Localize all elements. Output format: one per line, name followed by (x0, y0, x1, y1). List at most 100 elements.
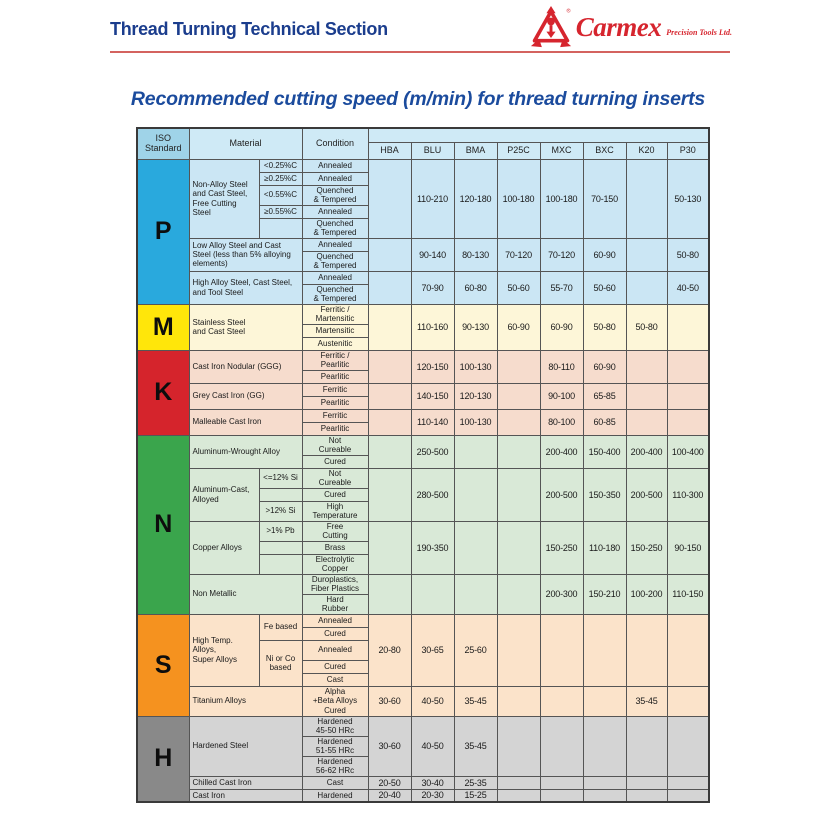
speed-value-cell (666, 775, 710, 790)
condition-cell: Pearlitic (301, 421, 369, 436)
speed-value-cell (410, 573, 455, 615)
condition-cell: Ferritic / Martensitic (301, 303, 369, 325)
speed-value-cell (625, 382, 668, 410)
condition-cell: Austenitic (301, 336, 369, 351)
speed-value-cell: 15-25 (453, 788, 498, 803)
condition-cell: Hardened (301, 788, 369, 803)
material-cell: High Alloy Steel, Cast Steel, and Tool S… (188, 270, 303, 305)
speed-value-cell: 60-90 (582, 349, 627, 384)
table-container: ISO Standard Material Condition HBA BLU … (136, 127, 710, 803)
sub-material-cell (258, 553, 303, 575)
speed-value-cell (625, 715, 668, 777)
speed-value-cell (666, 382, 710, 410)
table-row: Cast Iron Hardened 20-40 20-30 15-25 (137, 788, 710, 803)
condition-cell: Annealed (301, 204, 369, 219)
speed-value-cell: 80-130 (453, 237, 498, 272)
table-row: Titanium Alloys Alpha +Beta Alloys Cured 3… (137, 685, 710, 717)
svg-text:®: ® (566, 7, 570, 14)
grade-column-header: BXC (582, 141, 627, 160)
condition-cell: Annealed (301, 639, 369, 661)
speed-value-cell: 20-30 (410, 788, 455, 803)
speed-value-cell: 110-180 (582, 520, 627, 575)
material-cell: Non-Alloy Steel and Cast Steel, Free Cut… (188, 158, 260, 239)
material-cell: Aluminum-Cast, Alloyed (188, 467, 260, 522)
speed-value-cell (496, 408, 541, 436)
speed-value-cell (367, 467, 412, 522)
grade-column-header: P30 (666, 141, 710, 160)
condition-cell: Quenched & Tempered (301, 217, 369, 239)
speed-value-cell: 50-80 (625, 303, 668, 351)
sub-material-cell: <0.55%C (258, 184, 303, 206)
iso-letter-cell: N (136, 434, 190, 615)
condition-cell: Cast (301, 775, 369, 790)
table-row: M Stainless Steel and Cast Steel Ferritic … (136, 303, 710, 351)
speed-value-cell: 70-120 (539, 237, 584, 272)
table-header: ISO Standard Material Condition HBA BLU … (136, 127, 710, 160)
insert-grade-header-band (367, 127, 710, 143)
speed-value-cell: 110-160 (410, 303, 455, 351)
speed-value-cell (625, 349, 668, 384)
material-cell: Copper Alloys (188, 520, 260, 575)
brand-name: Carmex (575, 11, 662, 42)
condition-cell: Annealed (301, 171, 369, 186)
speed-value-cell (453, 573, 498, 615)
grade-column-header: K20 (625, 141, 668, 160)
speed-value-cell (539, 788, 584, 803)
speed-value-cell: 110-150 (666, 573, 710, 615)
speed-value-cell (496, 715, 541, 777)
speed-value-cell: 110-300 (666, 467, 710, 522)
page-title: Recommended cutting speed (m/min) for th… (130, 88, 706, 110)
sub-material-cell: Fe based (258, 613, 303, 641)
sub-material-cell (258, 487, 303, 502)
table-row: S High Temp. Alloys, Super Alloys Fe based… (136, 613, 710, 717)
condition-cell: Brass (301, 540, 369, 555)
condition-cell: Not Cureable (301, 434, 369, 456)
speed-value-cell: 30-60 (367, 685, 412, 717)
speed-value-cell: 200-400 (625, 434, 668, 469)
speed-value-cell (582, 613, 627, 687)
brand-tagline: Precision Tools Ltd. (666, 27, 732, 37)
speed-value-cell (539, 613, 584, 687)
cutting-speed-table: ISO Standard Material Condition HBA BLU … (136, 127, 710, 803)
speed-value-cell: 150-210 (582, 573, 627, 615)
condition-cell: Pearlitic (301, 395, 369, 410)
condition-cell: Annealed (301, 237, 369, 252)
speed-value-cell (539, 715, 584, 777)
material-cell: Low Alloy Steel and Cast Steel (less tha… (188, 237, 303, 272)
speed-value-cell: 60-90 (539, 303, 584, 351)
speed-value-cell (496, 613, 541, 687)
condition-cell: Cast (301, 672, 369, 687)
table-row: H Hardened Steel Hardened 45-50 HRc 30-60 40… (136, 715, 710, 803)
speed-value-cell (582, 715, 627, 777)
table-row: Aluminum-Cast, Alloyed <=12% Si Not Cureab… (137, 467, 710, 522)
speed-value-cell (496, 434, 541, 469)
condition-cell: Annealed (301, 613, 369, 628)
grade-column-header: BMA (453, 141, 498, 160)
grade-column-header: HBA (367, 141, 412, 160)
material-header: Material (188, 127, 303, 160)
table-row: Chilled Cast Iron Cast 20-50 30-40 25-35 (137, 775, 710, 790)
table-body: P Non-Alloy Steel and Cast Steel, Free Cu… (136, 158, 710, 803)
speed-value-cell: 150-250 (625, 520, 668, 575)
sub-material-cell: >12% Si (258, 500, 303, 522)
speed-value-cell: 120-180 (453, 158, 498, 239)
speed-value-cell (496, 775, 541, 790)
speed-value-cell (625, 270, 668, 305)
sub-material-cell (258, 217, 303, 239)
speed-value-cell: 120-130 (453, 382, 498, 410)
speed-value-cell: 60-90 (496, 303, 541, 351)
carmex-emblem-icon: ® (530, 6, 571, 48)
iso-letter-cell: S (136, 613, 190, 717)
speed-value-cell (367, 408, 412, 436)
speed-value-cell (496, 788, 541, 803)
speed-value-cell: 40-50 (666, 270, 710, 305)
condition-cell: Duroplastics, Fiber Plastics (301, 573, 369, 595)
speed-value-cell: 70-90 (410, 270, 455, 305)
material-cell: Cast Iron (188, 788, 303, 803)
speed-value-cell (666, 408, 710, 436)
material-cell: Grey Cast Iron (GG) (188, 382, 303, 410)
speed-value-cell (367, 349, 412, 384)
speed-value-cell (496, 467, 541, 522)
grade-column-header: P25C (496, 141, 541, 160)
speed-value-cell: 35-45 (625, 685, 668, 717)
